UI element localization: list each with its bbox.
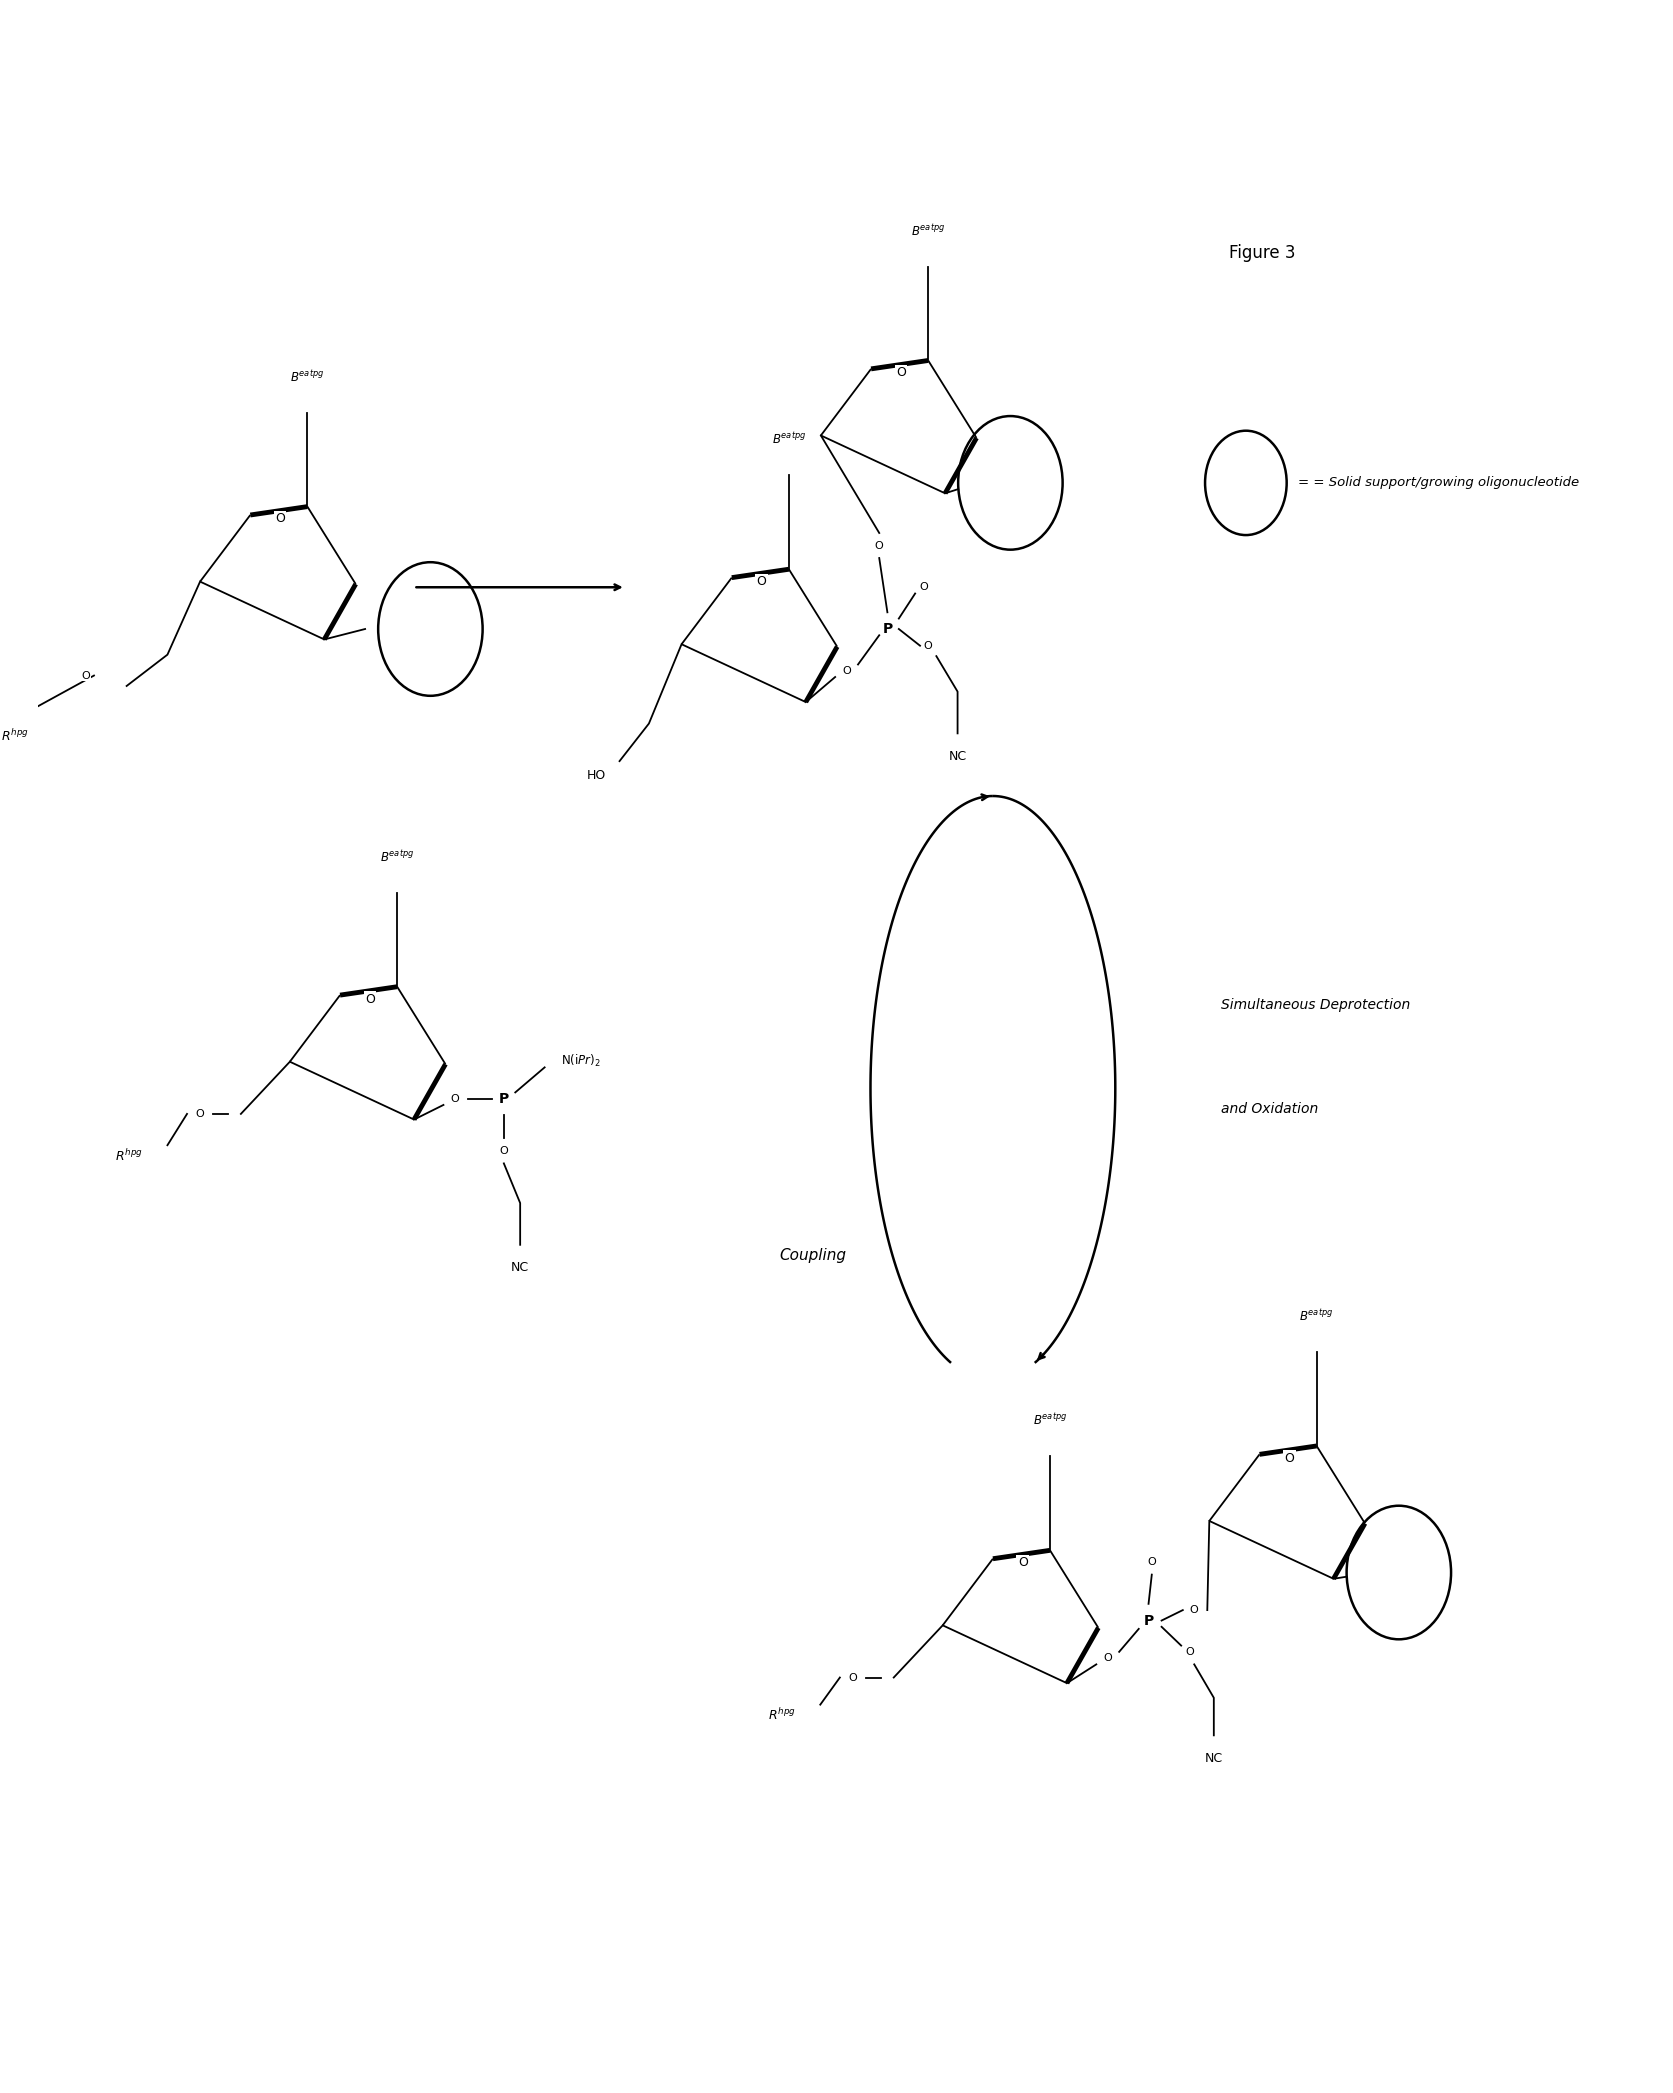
Text: O: O [897,366,905,379]
Text: NC: NC [510,1262,529,1275]
Text: NC: NC [1205,1752,1223,1764]
Text: O: O [875,540,883,550]
Text: $B^{eatpg}$: $B^{eatpg}$ [1032,1413,1067,1427]
Text: $B^{eatpg}$: $B^{eatpg}$ [771,431,806,448]
Text: P: P [499,1093,509,1105]
Text: $B^{eatpg}$: $B^{eatpg}$ [1300,1308,1333,1325]
Text: O: O [1104,1653,1113,1664]
Text: Figure 3: Figure 3 [1230,245,1295,262]
Text: O: O [923,640,932,651]
Text: O: O [756,576,766,588]
Text: $R^{hpg}$: $R^{hpg}$ [2,728,28,743]
Text: HO: HO [587,770,607,783]
Text: O: O [1184,1647,1195,1658]
Text: $B^{eatpg}$: $B^{eatpg}$ [380,850,415,864]
Text: O: O [450,1095,460,1103]
Text: O: O [848,1672,857,1683]
Text: O: O [276,513,284,525]
Text: O: O [82,670,90,680]
Text: Coupling: Coupling [780,1247,847,1262]
Text: O: O [1285,1453,1295,1465]
Text: O: O [1148,1557,1156,1568]
Text: O: O [500,1145,509,1155]
Text: O: O [1190,1605,1198,1616]
Text: Simultaneous Deprotection: Simultaneous Deprotection [1221,998,1410,1011]
Text: P: P [1143,1614,1154,1628]
Text: O: O [842,666,852,676]
Text: O: O [365,992,375,1005]
Text: $B^{eatpg}$: $B^{eatpg}$ [912,222,945,239]
Text: O: O [196,1109,204,1120]
Text: $R^{hpg}$: $R^{hpg}$ [768,1708,796,1723]
Text: N(i$Pr$)$_2$: N(i$Pr$)$_2$ [560,1053,601,1070]
Text: $R^{hpg}$: $R^{hpg}$ [115,1147,142,1164]
Text: = = Solid support/growing oligonucleotide: = = Solid support/growing oligonucleotid… [1298,477,1579,490]
Text: and Oxidation: and Oxidation [1221,1103,1318,1116]
Text: NC: NC [949,749,967,764]
Text: $B^{eatpg}$: $B^{eatpg}$ [289,368,325,385]
Text: O: O [918,582,927,592]
Text: P: P [882,622,892,636]
Text: O: O [1017,1557,1027,1570]
